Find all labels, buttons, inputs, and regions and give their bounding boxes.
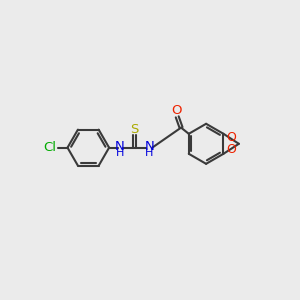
Text: N: N [115, 140, 125, 153]
Text: Cl: Cl [43, 141, 56, 154]
Text: O: O [171, 104, 182, 117]
Text: H: H [145, 148, 154, 158]
Text: O: O [227, 143, 236, 156]
Text: S: S [130, 123, 139, 136]
Text: N: N [144, 140, 154, 153]
Text: O: O [227, 131, 236, 144]
Text: H: H [116, 148, 124, 158]
